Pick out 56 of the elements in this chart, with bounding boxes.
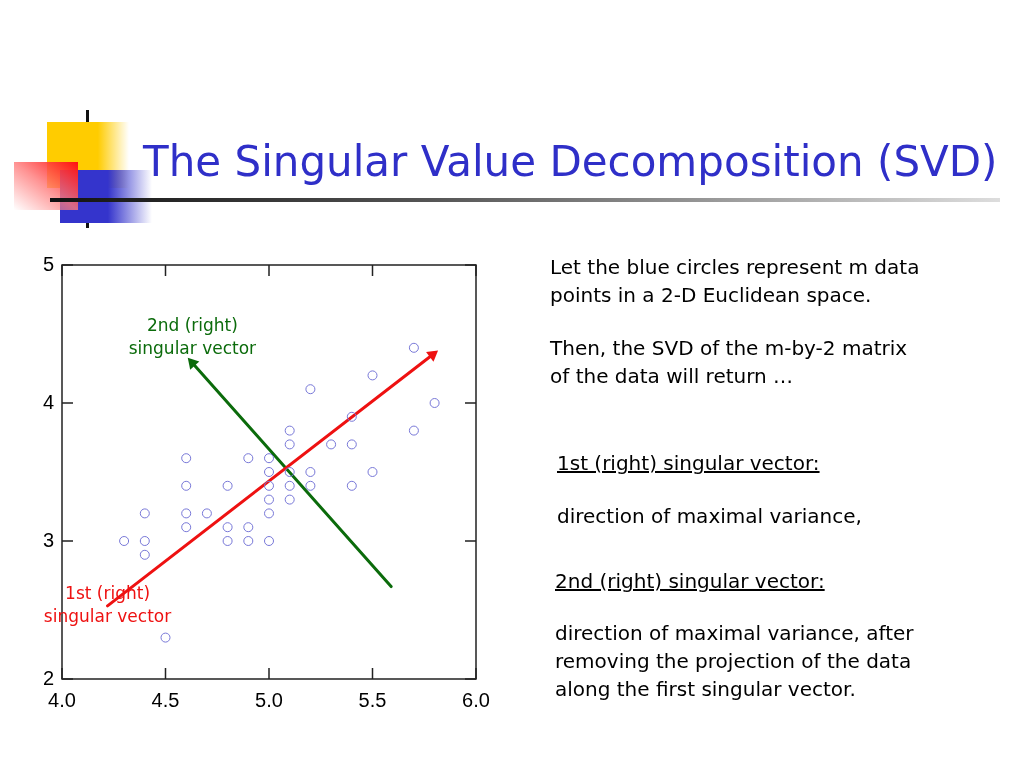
point — [201, 508, 212, 519]
point — [222, 480, 233, 491]
point — [284, 425, 295, 436]
point — [367, 467, 378, 477]
point — [284, 439, 295, 450]
point — [284, 480, 295, 491]
point — [367, 370, 378, 381]
text: The Singular Value Decomposition (SVD) — [143, 136, 998, 188]
text: 2nd (right) singular vector: — [555, 568, 825, 595]
text: direction of maximal variance, after removing the projection of the data along the first singular vector. — [555, 620, 915, 703]
point — [264, 467, 274, 477]
point — [284, 467, 295, 477]
point — [264, 536, 274, 546]
x-tick-label: 5.0 — [255, 688, 283, 711]
point — [181, 522, 192, 533]
point — [181, 480, 192, 491]
y-tick-label: 4 — [42, 390, 54, 413]
text: Let the blue circles represent m data points in a 2-D Euclidean space. — [550, 254, 921, 309]
point — [264, 508, 274, 519]
point — [284, 494, 295, 505]
point — [181, 508, 192, 519]
point — [264, 494, 274, 505]
annotation: 2nd (right) singular vector — [128, 315, 257, 359]
x-tick-label: 5.5 — [358, 688, 387, 711]
text: Then, the SVD of the m-by-2 matrix of the data will return … — [550, 335, 909, 390]
text: 1st (right) singular vector: — [557, 450, 820, 477]
point — [181, 453, 192, 464]
point — [408, 342, 419, 353]
point — [243, 453, 254, 464]
point — [139, 508, 150, 519]
point — [139, 536, 150, 546]
point — [243, 522, 254, 533]
text: direction of maximal variance, — [557, 503, 862, 530]
point — [139, 549, 150, 560]
point — [346, 439, 357, 450]
x-tick-label: 6.0 — [462, 688, 490, 711]
point — [222, 536, 233, 546]
x-tick-label: 4.0 — [48, 688, 76, 711]
point — [408, 425, 419, 436]
point — [346, 480, 357, 491]
point — [264, 453, 274, 464]
y-tick-label: 5 — [42, 252, 54, 275]
point — [119, 536, 130, 546]
point — [346, 411, 357, 422]
point — [429, 398, 440, 408]
point — [222, 522, 233, 533]
point — [264, 480, 274, 491]
x-tick-label: 4.5 — [151, 688, 180, 711]
point — [243, 536, 254, 546]
y-tick-label: 3 — [42, 528, 54, 551]
point — [305, 480, 316, 491]
point — [305, 467, 316, 477]
point — [160, 632, 171, 643]
y-tick-label: 2 — [42, 666, 54, 689]
point — [326, 439, 337, 450]
point — [305, 384, 316, 395]
